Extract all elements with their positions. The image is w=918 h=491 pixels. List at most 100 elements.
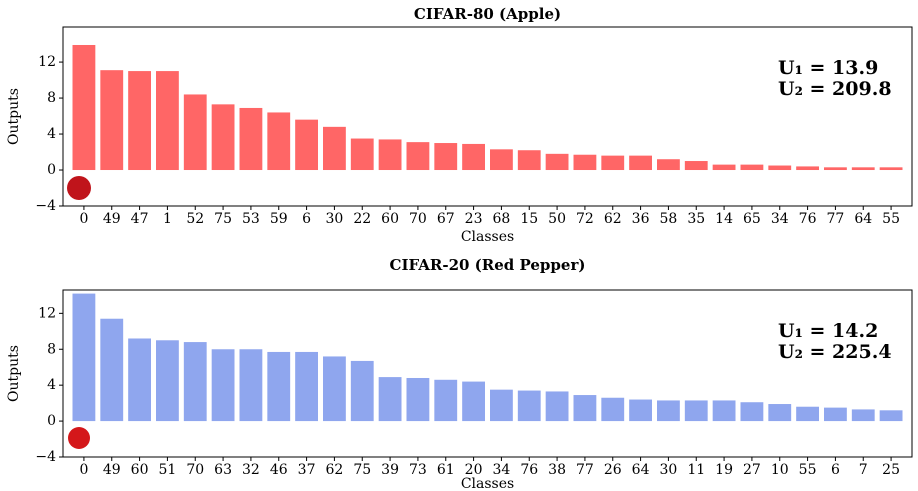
bar <box>712 400 736 422</box>
bar <box>684 400 708 422</box>
bar <box>629 155 652 171</box>
x-tick-label: 25 <box>882 462 900 478</box>
x-tick-label: 36 <box>632 211 650 227</box>
y-tick-label: 4 <box>47 377 56 393</box>
plot-frame <box>62 289 913 458</box>
y-tick-label: 12 <box>38 305 56 321</box>
x-tick-label: 62 <box>604 211 622 227</box>
x-tick-label: 76 <box>799 211 817 227</box>
x-tick-label: 7 <box>859 462 868 478</box>
bar <box>156 340 179 422</box>
annotation: U₁ = 14.2 <box>778 320 878 342</box>
x-tick-label: 35 <box>687 211 705 227</box>
x-tick-label: 67 <box>437 211 455 227</box>
chart-title: CIFAR-80 (Apple) <box>414 5 561 23</box>
x-tick-label: 68 <box>493 211 511 227</box>
x-tick-label: 58 <box>660 211 678 227</box>
x-tick-label: 63 <box>214 462 232 478</box>
x-tick-label: 22 <box>353 211 371 227</box>
bar <box>239 107 263 171</box>
x-tick-label: 34 <box>771 211 789 227</box>
bar <box>462 143 485 171</box>
x-tick-label: 52 <box>186 211 204 227</box>
apple-icon <box>67 176 91 200</box>
x-tick-label: 30 <box>326 211 344 227</box>
x-tick-label: 6 <box>302 211 311 227</box>
y-tick-label: 8 <box>47 341 56 357</box>
y-tick-label: 0 <box>47 162 56 178</box>
bar <box>824 407 847 422</box>
x-tick-label: 20 <box>465 462 483 478</box>
bar <box>490 389 513 422</box>
bar <box>517 390 541 422</box>
x-tick-label: 1 <box>163 211 172 227</box>
y-tick-label: 8 <box>47 90 56 106</box>
bar <box>267 112 291 171</box>
bar <box>768 165 792 171</box>
bar <box>350 138 374 171</box>
bar <box>434 143 458 171</box>
x-tick-label: 60 <box>131 462 149 478</box>
x-tick-label: 32 <box>242 462 260 478</box>
x-tick-label: 27 <box>743 462 761 478</box>
y-tick-label: −4 <box>35 449 56 465</box>
bar <box>545 153 569 171</box>
bar <box>657 159 680 171</box>
x-tick-label: 70 <box>186 462 204 478</box>
x-tick-label: 61 <box>437 462 455 478</box>
x-tick-label: 47 <box>131 211 149 227</box>
bar <box>462 381 485 422</box>
x-tick-label: 23 <box>465 211 483 227</box>
x-tick-label: 11 <box>687 462 705 478</box>
x-tick-label: 46 <box>270 462 288 478</box>
bar <box>378 139 402 171</box>
x-tick-label: 70 <box>409 211 427 227</box>
bar <box>100 318 124 422</box>
x-tick-label: 30 <box>660 462 678 478</box>
x-tick-label: 10 <box>771 462 789 478</box>
x-tick-label: 65 <box>743 211 761 227</box>
bar <box>796 166 819 171</box>
bar <box>434 379 458 422</box>
bar <box>295 119 318 171</box>
x-tick-label: 55 <box>799 462 817 478</box>
bar <box>128 338 151 422</box>
y-tick-label: 12 <box>38 54 56 70</box>
x-tick-label: 37 <box>298 462 316 478</box>
y-tick-label: 4 <box>47 126 56 142</box>
y-tick-label: −4 <box>35 198 56 214</box>
bar <box>72 293 96 422</box>
bar <box>712 164 736 171</box>
bar <box>350 360 374 422</box>
x-tick-label: 53 <box>242 211 260 227</box>
bar <box>573 154 597 171</box>
x-tick-label: 59 <box>270 211 288 227</box>
x-tick-label: 26 <box>604 462 622 478</box>
x-tick-label: 60 <box>381 211 399 227</box>
bar <box>490 149 513 171</box>
bar <box>684 161 708 171</box>
bar <box>295 351 318 422</box>
bar <box>629 399 652 422</box>
bar <box>768 404 792 422</box>
bar <box>100 70 124 171</box>
bar <box>740 402 764 422</box>
bar <box>156 71 179 171</box>
bar <box>267 351 291 422</box>
x-tick-label: 75 <box>214 211 232 227</box>
x-tick-label: 14 <box>715 211 733 227</box>
bar <box>239 349 263 422</box>
bar <box>378 377 402 422</box>
x-tick-label: 73 <box>409 462 427 478</box>
bar <box>601 397 625 422</box>
x-tick-label: 19 <box>715 462 733 478</box>
x-tick-label: 77 <box>576 462 594 478</box>
x-tick-label: 6 <box>831 462 840 478</box>
x-tick-label: 77 <box>827 211 845 227</box>
bar <box>824 167 847 171</box>
x-tick-label: 50 <box>548 211 566 227</box>
bar <box>183 342 207 422</box>
x-tick-label: 62 <box>326 462 344 478</box>
bar <box>657 400 680 422</box>
